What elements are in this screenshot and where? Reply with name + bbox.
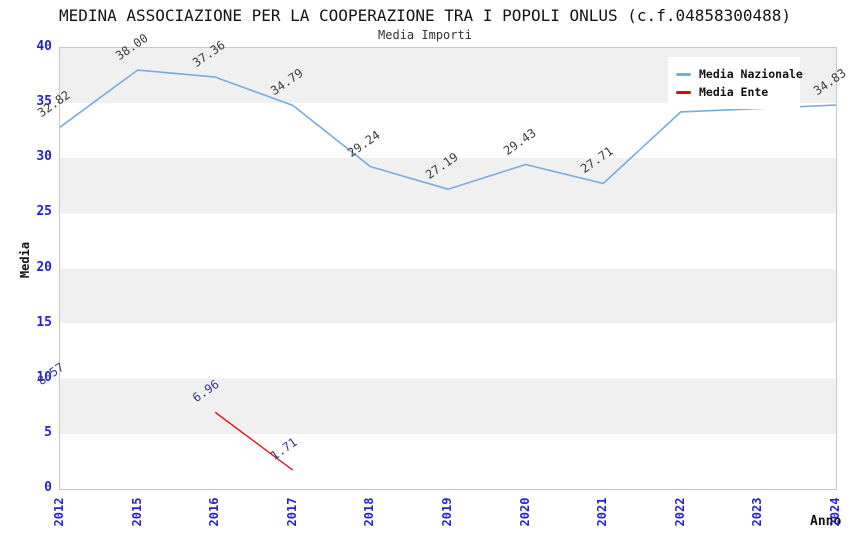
x-tick-label: 2019 [440,497,454,527]
y-tick-label: 10 [36,369,52,385]
y-tick-label: 15 [36,314,52,330]
legend-label: Media Ente [699,85,769,99]
y-tick-label: 35 [36,94,52,110]
x-tick-label: 2012 [52,497,66,527]
legend-label: Media Nazionale [699,67,803,81]
x-tick-label: 2024 [828,497,842,527]
y-tick-label: 5 [44,424,52,440]
series-line-media-nazionale [59,69,837,190]
x-tick-label: 2017 [284,497,299,527]
y-tick-label: 20 [36,259,52,275]
series-line-media-ente [214,411,294,471]
y-tick-label: 40 [36,39,52,54]
x-tick-label: 2023 [750,497,765,527]
plot-area [59,47,837,490]
y-tick-label: 25 [36,204,52,220]
x-tick-label: 2015 [129,497,144,527]
x-tick-label: 2021 [595,497,610,527]
x-tick-label: 2018 [362,497,377,527]
x-tick-label: 2022 [672,497,687,527]
legend-item-media-ente: Media Ente [676,84,792,100]
series-lines-svg [59,69,837,471]
legend-box: Media Nazionale Media Ente [668,57,803,109]
chart-title: MEDINA ASSOCIAZIONE PER LA COOPERAZIONE … [58,6,792,25]
legend-item-media-nazionale: Media Nazionale [676,66,803,82]
legend-line-swatch-nazionale-icon [676,72,691,76]
chart-subtitle: Media Importi [378,28,472,42]
x-tick-label: 2016 [207,497,222,527]
y-tick-label: 0 [44,480,52,495]
x-tick-label: 2020 [517,497,532,527]
x-axis-title: Anno [810,514,842,529]
y-tick-label: 30 [36,149,52,165]
legend-line-swatch-ente-icon [676,90,691,94]
